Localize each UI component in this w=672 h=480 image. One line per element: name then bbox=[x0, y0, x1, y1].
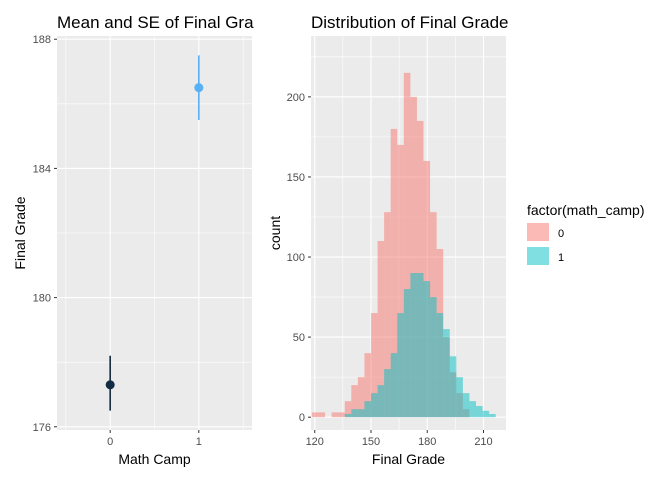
mean-se-y-ticks: 176 180 184 188 bbox=[33, 34, 57, 434]
histogram-y-tick-label-2: 100 bbox=[287, 252, 305, 264]
mean-se-y-tick-label-2: 184 bbox=[33, 163, 51, 175]
histogram-x-tick-label-3: 210 bbox=[474, 436, 492, 448]
histogram-bar-group-1-5 bbox=[344, 413, 352, 418]
mean-se-chart-title: Mean and SE of Final Gra bbox=[57, 13, 254, 32]
histogram-bar-group-1-25 bbox=[476, 405, 483, 418]
histogram-bar-group-1-7 bbox=[357, 409, 365, 418]
histogram-bar-group-1-17 bbox=[423, 281, 431, 418]
histogram-bar-group-1-9 bbox=[371, 393, 378, 418]
mean-se-y-tick-label-0: 176 bbox=[33, 422, 51, 434]
histogram-bar-group-1-24 bbox=[469, 401, 476, 418]
histogram-bar-group-0-12 bbox=[390, 128, 398, 418]
histogram-bar-group-1-22 bbox=[456, 377, 463, 418]
histogram-x-axis-title: Final Grade bbox=[372, 451, 445, 467]
histogram-bar-group-1-11 bbox=[384, 369, 391, 418]
histogram-bar-group-1-8 bbox=[364, 401, 371, 418]
histogram-bar-group-0-7 bbox=[357, 377, 365, 418]
histogram-bar-group-1-15 bbox=[410, 273, 417, 418]
histogram-bar-group-1-12 bbox=[390, 353, 398, 418]
mean-se-y-tick-label-3: 188 bbox=[33, 34, 51, 46]
histogram-bar-group-0-16 bbox=[416, 120, 424, 418]
histogram-bar-group-0-0 bbox=[311, 412, 319, 418]
legend-key-0 bbox=[527, 223, 549, 241]
histogram-bar-group-1-20 bbox=[443, 329, 450, 418]
mean-se-point-1 bbox=[194, 83, 204, 93]
histogram-x-tick-label-2: 180 bbox=[418, 436, 436, 448]
histogram-bar-group-0-6 bbox=[351, 385, 358, 418]
mean-se-points bbox=[105, 55, 204, 411]
histogram-bar-group-0-11 bbox=[384, 212, 391, 418]
histogram-y-axis-title: count bbox=[267, 216, 283, 250]
legend-label-0: 0 bbox=[558, 228, 564, 240]
histogram-x-ticks: 120 150 180 210 bbox=[306, 430, 493, 448]
mean-se-y-axis-title: Final Grade bbox=[12, 196, 28, 269]
histogram-bar-group-1-21 bbox=[449, 356, 457, 418]
histogram-bar-group-1-23 bbox=[462, 393, 470, 418]
mean-se-x-tick-label-1: 1 bbox=[196, 436, 202, 448]
histogram-bar-group-0-1 bbox=[318, 412, 326, 418]
histogram-y-tick-label-1: 50 bbox=[293, 332, 305, 344]
histogram-bar-group-0-14 bbox=[403, 72, 411, 418]
histogram-chart: Distribution of Final Grade 0 50 100 150 200… bbox=[267, 13, 508, 467]
histogram-bar-group-0-5 bbox=[344, 401, 352, 418]
mean-se-x-axis-title: Math Camp bbox=[118, 451, 191, 467]
mean-se-x-tick-label-0: 0 bbox=[107, 436, 113, 448]
histogram-bar-group-1-18 bbox=[430, 297, 437, 418]
histogram-bar-group-0-10 bbox=[377, 241, 385, 418]
mean-se-y-tick-label-1: 180 bbox=[33, 293, 51, 305]
histogram-bar-group-1-27 bbox=[489, 413, 496, 418]
histogram-bar-group-1-13 bbox=[397, 313, 404, 418]
legend-title: factor(math_camp) bbox=[527, 202, 644, 218]
histogram-y-tick-label-0: 0 bbox=[299, 412, 305, 424]
histogram-bar-group-1-26 bbox=[482, 410, 490, 418]
histogram-x-tick-label-0: 120 bbox=[306, 436, 324, 448]
mean-se-point-0 bbox=[105, 380, 115, 390]
histogram-chart-title: Distribution of Final Grade bbox=[311, 13, 508, 32]
histogram-bar-group-1-6 bbox=[351, 409, 358, 418]
histogram-bar-group-0-3 bbox=[331, 412, 339, 418]
histogram-bar-group-0-8 bbox=[364, 353, 371, 418]
histogram-bars bbox=[311, 72, 496, 418]
histogram-bar-group-1-10 bbox=[377, 385, 385, 418]
histogram-bar-group-1-19 bbox=[436, 313, 444, 418]
histogram-bar-group-0-13 bbox=[397, 144, 404, 418]
legend-key-1 bbox=[527, 247, 549, 265]
histogram-bar-group-0-4 bbox=[338, 412, 345, 418]
histogram-y-ticks: 0 50 100 150 200 bbox=[287, 92, 311, 424]
histogram-bar-group-0-15 bbox=[410, 96, 417, 418]
legend: factor(math_camp) 0 1 bbox=[527, 202, 644, 265]
legend-label-1: 1 bbox=[558, 252, 564, 264]
histogram-y-tick-label-4: 200 bbox=[287, 92, 305, 104]
histogram-y-tick-label-3: 150 bbox=[287, 172, 305, 184]
histogram-bar-group-1-14 bbox=[403, 289, 411, 418]
histogram-x-tick-label-1: 150 bbox=[362, 436, 380, 448]
histogram-bar-group-1-16 bbox=[416, 273, 424, 418]
histogram-bar-group-0-9 bbox=[371, 313, 378, 418]
